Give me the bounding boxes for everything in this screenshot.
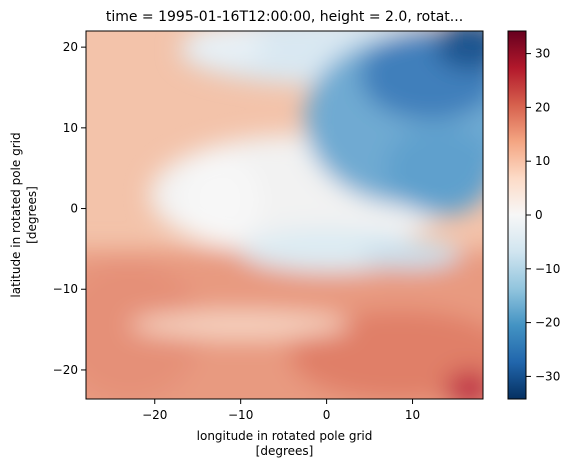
colorbar: [507, 30, 527, 400]
field-warm-southeast: [290, 310, 483, 399]
x-axis: −20 −10 0 10: [142, 399, 420, 422]
x-axis-label-line1: longitude in rotated pole grid: [197, 429, 373, 443]
x-tick-label: −20: [142, 408, 167, 422]
y-tick-label: 0: [70, 202, 78, 216]
plot-frame: [85, 30, 484, 400]
colorbar-tick-label: 20: [535, 100, 550, 114]
y-axis-label-line1: latitude in rotated pole grid: [9, 132, 23, 297]
y-tick-label: −20: [53, 363, 78, 377]
field-cold-east: [385, 125, 483, 215]
x-tick-label: −10: [228, 408, 253, 422]
field-coldest: [435, 31, 483, 70]
y-axis-label-line2: [degrees]: [25, 186, 39, 244]
colorbar-tick-label: −10: [535, 262, 560, 276]
heatmap-field: [86, 31, 483, 399]
colorbar-tick-label: −20: [535, 316, 560, 330]
field-light-strip: [130, 311, 350, 339]
colorbar-tick-label: 0: [535, 208, 543, 222]
x-axis-label-line2: [degrees]: [256, 444, 314, 458]
colorbar-tick-label: −30: [535, 369, 560, 383]
field-cool-east: [360, 241, 460, 269]
chart-title: time = 1995-01-16T12:00:00, height = 2.0…: [106, 9, 463, 25]
colorbar-tick-label: 10: [535, 154, 550, 168]
y-axis: −20 −10 0 10 20: [53, 40, 86, 377]
y-tick-label: −10: [53, 282, 78, 296]
x-tick-label: 0: [323, 408, 331, 422]
field-hot-corner: [445, 370, 483, 399]
y-tick-label: 20: [63, 40, 78, 54]
y-tick-label: 10: [63, 121, 78, 135]
field-cool-top: [185, 31, 265, 65]
colorbar-axis: −30 −20 −10 0 10 20 30: [526, 47, 560, 383]
x-tick-label: 10: [405, 408, 420, 422]
field-pale-west: [180, 155, 260, 245]
colorbar-tick-label: 30: [535, 47, 550, 61]
